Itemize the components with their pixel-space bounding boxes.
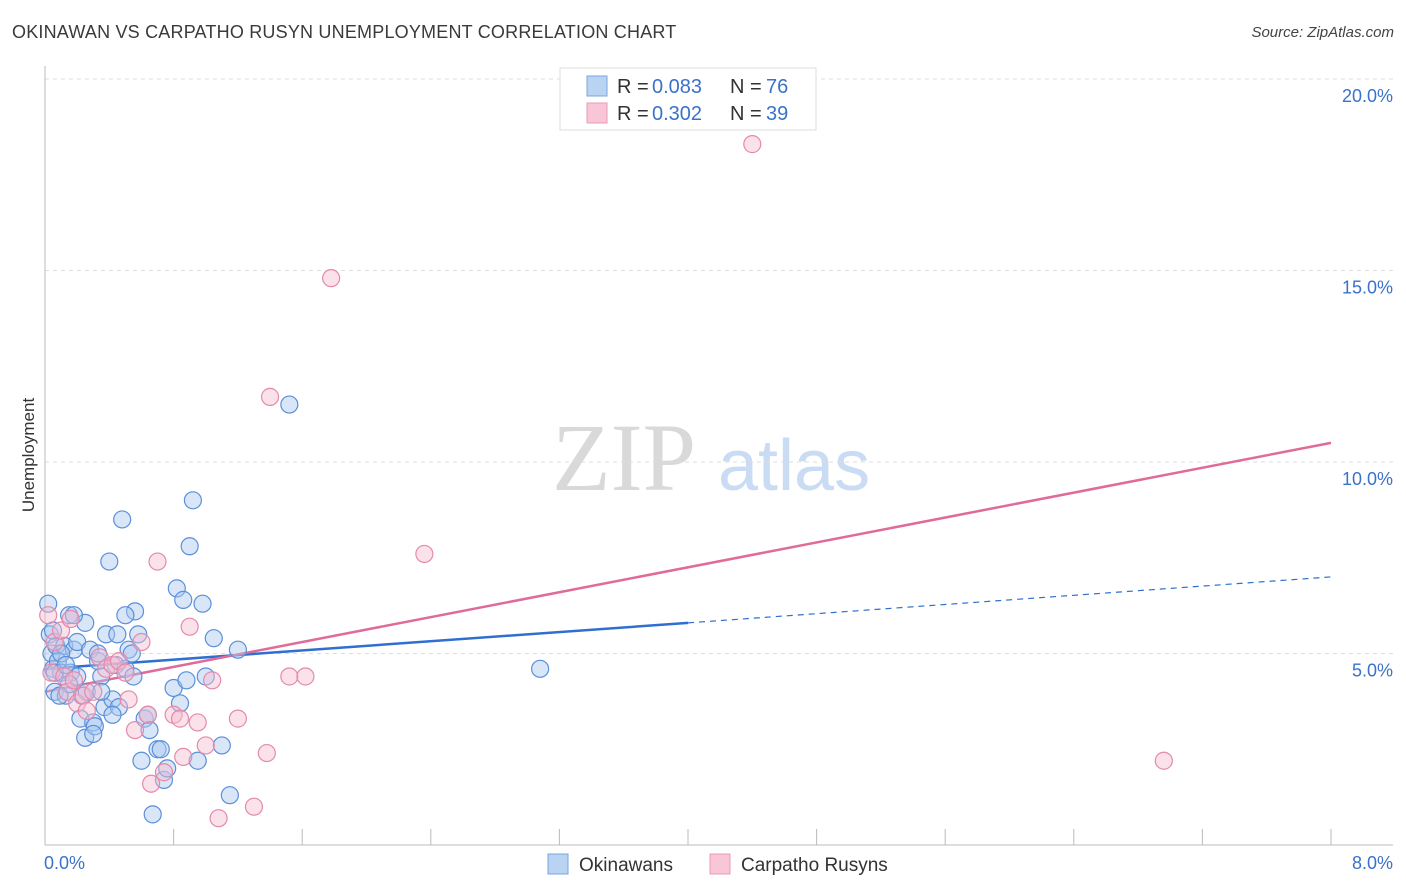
watermark-zip: ZIP bbox=[552, 404, 696, 511]
carpatho-rusyns-point bbox=[322, 269, 341, 288]
carpatho-rusyns-point bbox=[138, 705, 157, 724]
carpatho-rusyns-point bbox=[74, 686, 93, 705]
x-tick-label-max: 8.0% bbox=[1352, 853, 1393, 873]
okinawans-point bbox=[180, 537, 199, 556]
legend-okinawans-marker bbox=[547, 853, 569, 875]
legend-okinawans-swatch bbox=[586, 75, 608, 97]
legend-r-label-2: R = bbox=[617, 103, 649, 125]
carpatho-rusyns-trend-line bbox=[44, 441, 1332, 694]
okinawans-point bbox=[188, 751, 207, 770]
carpatho-rusyns-point bbox=[415, 544, 434, 564]
okinawans-point bbox=[143, 805, 162, 824]
okinawans-point bbox=[183, 491, 202, 510]
okinawans-point bbox=[113, 510, 132, 529]
okinawans-point bbox=[140, 720, 159, 740]
carpatho-rusyns-point bbox=[39, 606, 58, 625]
carpatho-rusyns-point bbox=[116, 663, 135, 682]
data-points bbox=[39, 135, 1173, 828]
legend-n-label-2: N = bbox=[730, 103, 762, 125]
y-tick-label: 10.0% bbox=[1342, 469, 1393, 489]
carpatho-rusyns-point bbox=[84, 682, 103, 701]
okinawans-point bbox=[167, 579, 186, 598]
okinawans-point bbox=[108, 625, 127, 644]
okinawans-point bbox=[116, 606, 135, 625]
okinawans-point bbox=[204, 629, 223, 648]
okinawans-point bbox=[151, 740, 170, 759]
carpatho-rusyns-point bbox=[743, 135, 762, 154]
carpatho-rusyns-point bbox=[260, 387, 280, 406]
chart-title: OKINAWAN VS CARPATHO RUSYN UNEMPLOYMENT … bbox=[12, 22, 677, 42]
okinawans-point bbox=[193, 594, 212, 613]
axes: 5.0% 10.0% 15.0% 20.0% 0.0% 8.0% bbox=[44, 66, 1393, 873]
okinawans-point bbox=[125, 602, 145, 621]
okinawans-point bbox=[228, 640, 247, 659]
legend-okinawans-label: Okinawans bbox=[579, 855, 673, 876]
carpatho-rusyns-point bbox=[257, 743, 276, 763]
okinawans-point bbox=[56, 655, 75, 675]
y-axis-label: Unemployment bbox=[19, 398, 38, 513]
carpatho-rusyns-point bbox=[45, 632, 64, 652]
carpatho-rusyns-point bbox=[148, 552, 167, 571]
legend-r-label-1: R = bbox=[617, 76, 649, 98]
y-tick-label: 15.0% bbox=[1342, 278, 1393, 298]
okinawans-point bbox=[132, 751, 151, 770]
carpatho-rusyns-point bbox=[119, 690, 138, 709]
carpatho-rusyns-point bbox=[203, 671, 222, 690]
trend-lines bbox=[44, 441, 1332, 694]
okinawans-point bbox=[85, 717, 104, 736]
okinawans-point bbox=[51, 644, 71, 663]
carpatho-rusyns-point bbox=[170, 709, 190, 728]
x-tick-label-min: 0.0% bbox=[44, 853, 85, 873]
okinawans-point bbox=[103, 705, 122, 724]
carpatho-rusyns-point bbox=[296, 667, 315, 686]
okinawans-trend-extension bbox=[687, 576, 1332, 624]
okinawans-point bbox=[212, 736, 231, 755]
okinawans-point bbox=[280, 395, 299, 414]
okinawans-point bbox=[220, 786, 239, 805]
y-tick-label: 5.0% bbox=[1352, 661, 1393, 681]
okinawans-trend-line bbox=[44, 621, 689, 671]
carpatho-rusyns-point bbox=[77, 701, 96, 721]
legend-r-value-1: 0.083 bbox=[652, 76, 702, 98]
carpatho-rusyns-point bbox=[125, 720, 145, 740]
carpatho-rusyns-point bbox=[1154, 751, 1173, 770]
okinawans-point bbox=[174, 590, 193, 609]
okinawans-point bbox=[170, 694, 190, 713]
carpatho-rusyns-point bbox=[228, 709, 247, 728]
carpatho-rusyns-point bbox=[244, 797, 264, 816]
okinawans-point bbox=[177, 671, 196, 690]
legend-carpatho-label: Carpatho Rusyns bbox=[741, 855, 888, 876]
carpatho-rusyns-point bbox=[141, 774, 161, 793]
okinawans-point bbox=[531, 659, 550, 678]
carpatho-rusyns-point bbox=[64, 671, 84, 690]
carpatho-rusyns-point bbox=[174, 747, 193, 767]
carpatho-rusyns-point bbox=[196, 736, 215, 755]
legend-carpatho-swatch bbox=[586, 102, 608, 124]
y-tick-label: 20.0% bbox=[1342, 86, 1393, 106]
legend-r-value-2: 0.302 bbox=[652, 103, 702, 125]
source-label: Source: ZipAtlas.com bbox=[1251, 24, 1394, 41]
carpatho-rusyns-point bbox=[132, 632, 151, 652]
watermark-atlas: atlas bbox=[718, 426, 870, 506]
carpatho-rusyns-point bbox=[180, 617, 199, 636]
legend-n-value-2: 39 bbox=[766, 103, 788, 125]
legend-carpatho-marker bbox=[709, 853, 731, 875]
okinawans-point bbox=[100, 552, 119, 571]
legend-n-value-1: 76 bbox=[766, 76, 788, 98]
carpatho-rusyns-point bbox=[280, 667, 299, 686]
carpatho-rusyns-point bbox=[109, 652, 129, 671]
carpatho-rusyns-point bbox=[61, 609, 80, 629]
carpatho-rusyns-point bbox=[55, 667, 74, 686]
legend-stats: R = 0.083 N = 76 R = 0.302 N = 39 bbox=[559, 67, 817, 131]
gridlines bbox=[45, 78, 1393, 654]
legend-series: Okinawans Carpatho Rusyns bbox=[547, 853, 888, 876]
carpatho-rusyns-point bbox=[154, 763, 174, 782]
okinawans-point bbox=[84, 724, 103, 744]
carpatho-rusyns-point bbox=[188, 713, 207, 732]
legend-n-label-1: N = bbox=[730, 76, 762, 98]
carpatho-rusyns-point bbox=[209, 809, 228, 828]
